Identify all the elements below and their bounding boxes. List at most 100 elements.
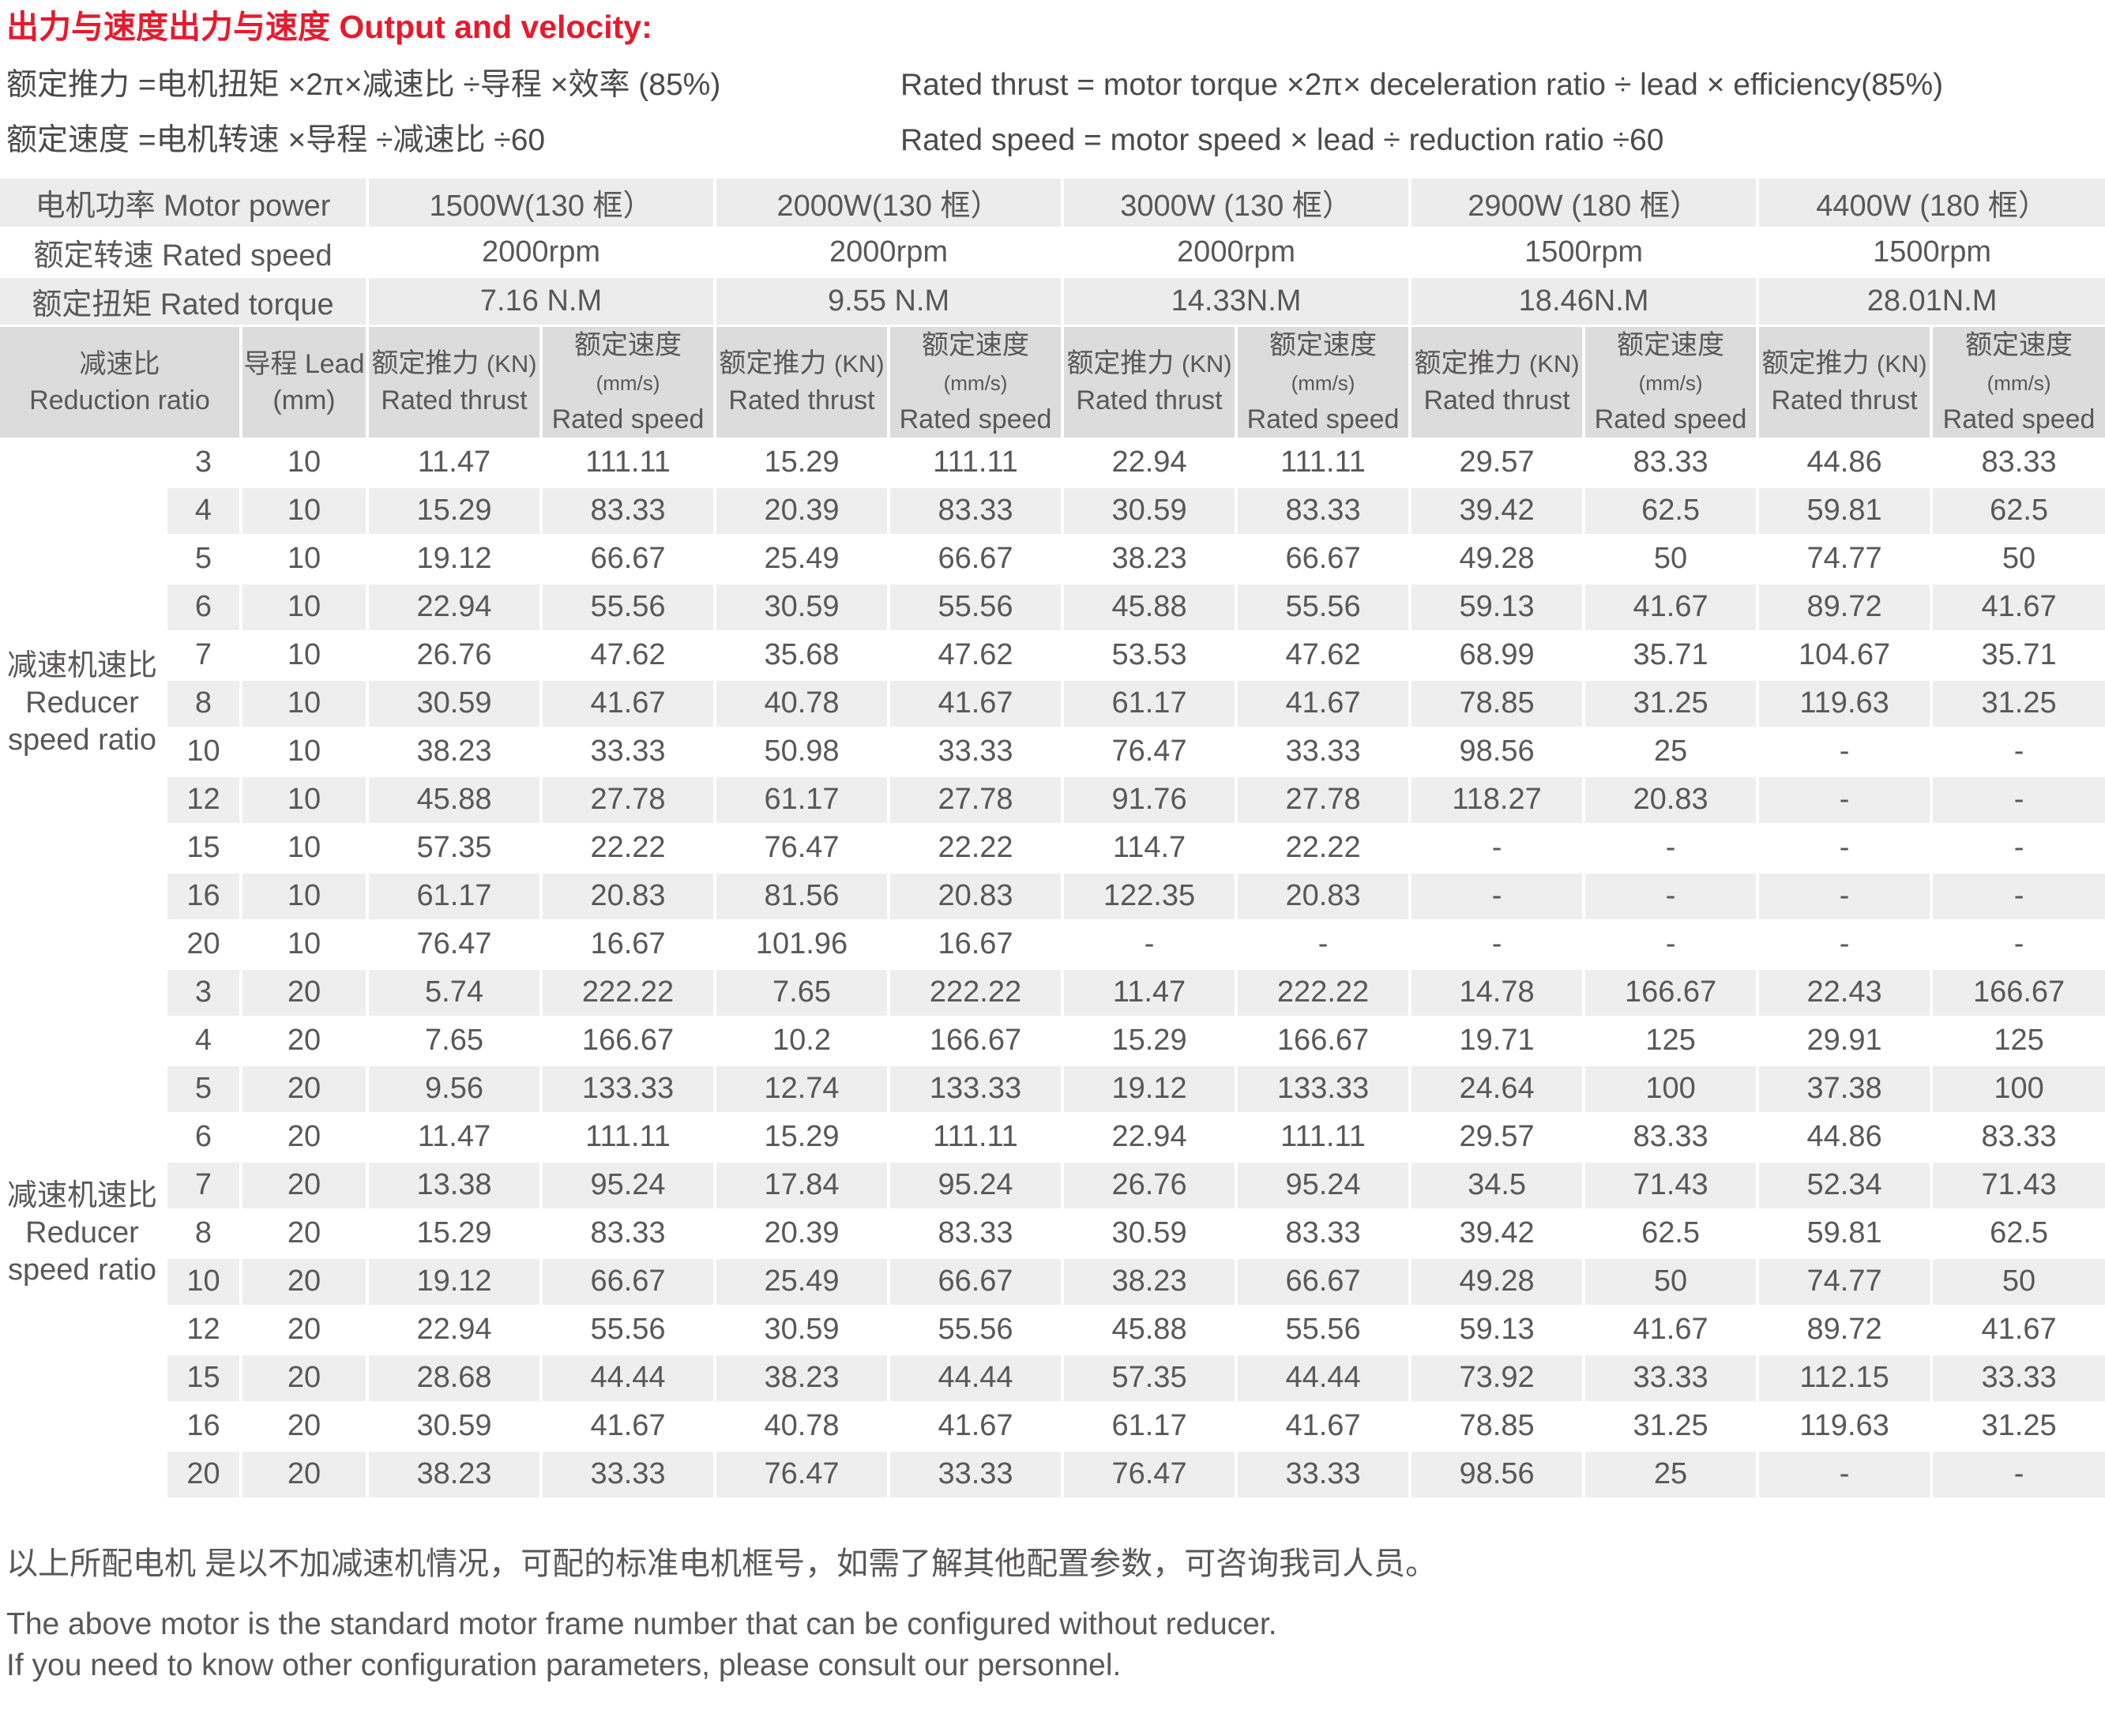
speed-value-cell: 33.33 [1236, 727, 1412, 777]
speed-value-cell: 33.33 [541, 1450, 717, 1500]
motor-power-label: 电机功率 Motor power [0, 178, 369, 229]
thrust-value-cell: 25.49 [715, 535, 891, 584]
note-english: The above motor is the standard motor fr… [6, 1604, 2105, 1686]
speed-value-cell: 111.11 [1236, 438, 1412, 488]
thrust-value-cell: 40.78 [715, 679, 891, 729]
thrust-value-cell: 91.76 [1062, 776, 1239, 825]
note-english-line1: The above motor is the standard motor fr… [6, 1606, 1277, 1641]
speed-value-cell: - [1931, 920, 2105, 970]
speed-value-cell: 33.33 [889, 1450, 1065, 1500]
speed-value-cell: 33.33 [1584, 1354, 1760, 1403]
speed-value-cell: 33.33 [1931, 1354, 2105, 1403]
thrust-value-cell: 7.65 [715, 968, 891, 1018]
speed-value-cell: 166.67 [889, 1016, 1065, 1066]
ratio-cell: 15 [166, 1354, 242, 1403]
thrust-value-cell: 19.12 [367, 1257, 543, 1307]
lead-cell: 10 [241, 583, 369, 633]
speed-value-cell: 47.62 [889, 631, 1065, 681]
thrust-value-cell: 50.98 [715, 727, 891, 777]
rated-speed-value-motor3: 2000rpm [1062, 227, 1412, 278]
thrust-value-cell: 61.17 [715, 776, 891, 825]
rated-torque-value-motor3: 14.33N.M [1062, 276, 1412, 327]
thrust-value-cell: 22.94 [1062, 1113, 1239, 1163]
rated-speed-value-motor1: 2000rpm [367, 227, 717, 278]
lead-cell: 20 [241, 968, 369, 1018]
table-row: 4 10 15.29 83.33 20.39 83.33 30.59 83.33 39.42 62… [0, 487, 2105, 536]
lead-cell: 20 [241, 1402, 369, 1452]
thrust-value-cell: 76.47 [1062, 1450, 1239, 1500]
thrust-value-cell: 38.23 [715, 1354, 891, 1403]
speed-value-cell: 35.71 [1931, 631, 2105, 681]
lead-cell: 10 [241, 920, 369, 970]
lead-cell: 10 [241, 535, 369, 584]
lead-cell: 20 [241, 1209, 369, 1259]
ratio-cell: 12 [166, 776, 242, 825]
thrust-value-cell: 15.29 [367, 1209, 543, 1259]
speed-value-cell: 50 [1584, 1257, 1760, 1307]
thrust-value-cell: 38.23 [1062, 535, 1239, 584]
ratio-cell: 16 [166, 1402, 242, 1452]
speed-value-cell: 125 [1931, 1016, 2105, 1066]
thrust-value-cell: 26.76 [1062, 1161, 1239, 1211]
speed-value-cell: 33.33 [889, 727, 1065, 777]
thrust-value-cell: 76.47 [715, 1450, 891, 1500]
thrust-value-cell: 28.68 [367, 1354, 543, 1403]
rated-thrust-header-motor4: 额定推力 (KN) Rated thrust [1410, 325, 1586, 440]
speed-value-cell: 83.33 [541, 1209, 717, 1259]
speed-value-cell: 16.67 [541, 920, 717, 970]
speed-value-cell: 166.67 [1236, 1016, 1412, 1066]
speed-value-cell: 111.11 [889, 438, 1065, 488]
ratio-cell: 7 [166, 631, 242, 681]
speed-value-cell: 33.33 [1236, 1450, 1412, 1500]
speed-value-cell: 222.22 [1236, 968, 1412, 1018]
speed-value-cell: 62.5 [1931, 1209, 2105, 1259]
thrust-value-cell: 29.57 [1410, 438, 1586, 488]
speed-value-cell: 33.33 [541, 727, 717, 777]
lead-cell: 20 [241, 1065, 369, 1114]
speed-value-cell: 55.56 [1236, 583, 1412, 633]
speed-value-cell: 44.44 [1236, 1354, 1412, 1403]
speed-value-cell: 20.83 [889, 872, 1065, 922]
speed-value-cell: 62.5 [1584, 1209, 1760, 1259]
speed-value-cell: 41.67 [889, 1402, 1065, 1452]
ratio-cell: 8 [166, 679, 242, 729]
ratio-cell: 16 [166, 872, 242, 922]
lead-header: 导程 Lead (mm) [241, 325, 369, 440]
rated-torque-row: 额定扭矩 Rated torque 7.16 N.M 9.55 N.M 14.33N.… [0, 276, 2105, 327]
speed-value-cell: 55.56 [541, 583, 717, 633]
thrust-value-cell: 30.59 [367, 679, 543, 729]
rated-torque-value-motor5: 28.01N.M [1757, 276, 2105, 327]
thrust-value-cell: 38.23 [367, 727, 543, 777]
thrust-value-cell: 11.47 [1062, 968, 1239, 1018]
table-row: 20 20 38.23 33.33 76.47 33.33 76.47 33.33 98.56 2… [0, 1450, 2105, 1500]
speed-value-cell: 166.67 [541, 1016, 717, 1066]
lead-cell: 10 [241, 631, 369, 681]
thrust-value-cell: 74.77 [1757, 535, 1934, 584]
thrust-value-cell: 81.56 [715, 872, 891, 922]
rated-speed-row: 额定转速 Rated speed 2000rpm 2000rpm 2000rpm 150… [0, 227, 2105, 278]
speed-value-cell: 22.22 [889, 824, 1065, 874]
speed-value-cell: 20.83 [1236, 872, 1412, 922]
thrust-value-cell: 76.47 [367, 920, 543, 970]
rated-torque-value-motor1: 7.16 N.M [367, 276, 717, 327]
lead-cell: 20 [241, 1450, 369, 1500]
speed-value-cell: 83.33 [1931, 438, 2105, 488]
lead-cell: 20 [241, 1354, 369, 1403]
speed-value-cell: 41.67 [1236, 1402, 1412, 1452]
speed-value-cell: 41.67 [1236, 679, 1412, 729]
speed-value-cell: 133.33 [1236, 1065, 1412, 1114]
speed-value-cell: 83.33 [1584, 1113, 1760, 1163]
rated-speed-value-motor5: 1500rpm [1757, 227, 2105, 278]
table-row: 4 20 7.65 166.67 10.2 166.67 15.29 166.67 19.71 1… [0, 1016, 2105, 1066]
lead-cell: 10 [241, 776, 369, 825]
rated-speed-value-motor2: 2000rpm [715, 227, 1065, 278]
ratio-cell: 4 [166, 487, 242, 536]
speed-value-cell: 62.5 [1584, 487, 1760, 536]
speed-value-cell: 50 [1584, 535, 1760, 584]
ratio-cell: 15 [166, 824, 242, 874]
speed-value-cell: 66.67 [889, 535, 1065, 584]
speed-value-cell: 20.83 [1584, 776, 1760, 825]
speed-value-cell: 83.33 [1931, 1113, 2105, 1163]
rated-torque-label: 额定扭矩 Rated torque [0, 276, 369, 327]
speed-value-cell: - [1931, 872, 2105, 922]
